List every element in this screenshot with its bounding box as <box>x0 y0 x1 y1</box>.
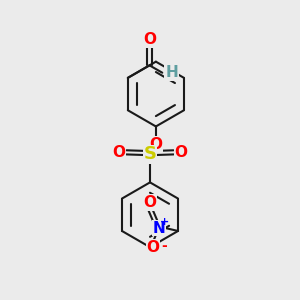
Text: O: O <box>174 145 188 160</box>
Text: O: O <box>112 145 126 160</box>
Text: H: H <box>165 65 178 80</box>
Text: +: + <box>160 217 170 226</box>
Text: -: - <box>161 239 167 253</box>
Text: O: O <box>149 136 162 152</box>
Text: S: S <box>143 146 157 164</box>
Text: O: O <box>143 32 156 47</box>
Text: N: N <box>152 220 165 236</box>
Text: O: O <box>144 195 157 210</box>
Text: O: O <box>146 240 160 255</box>
